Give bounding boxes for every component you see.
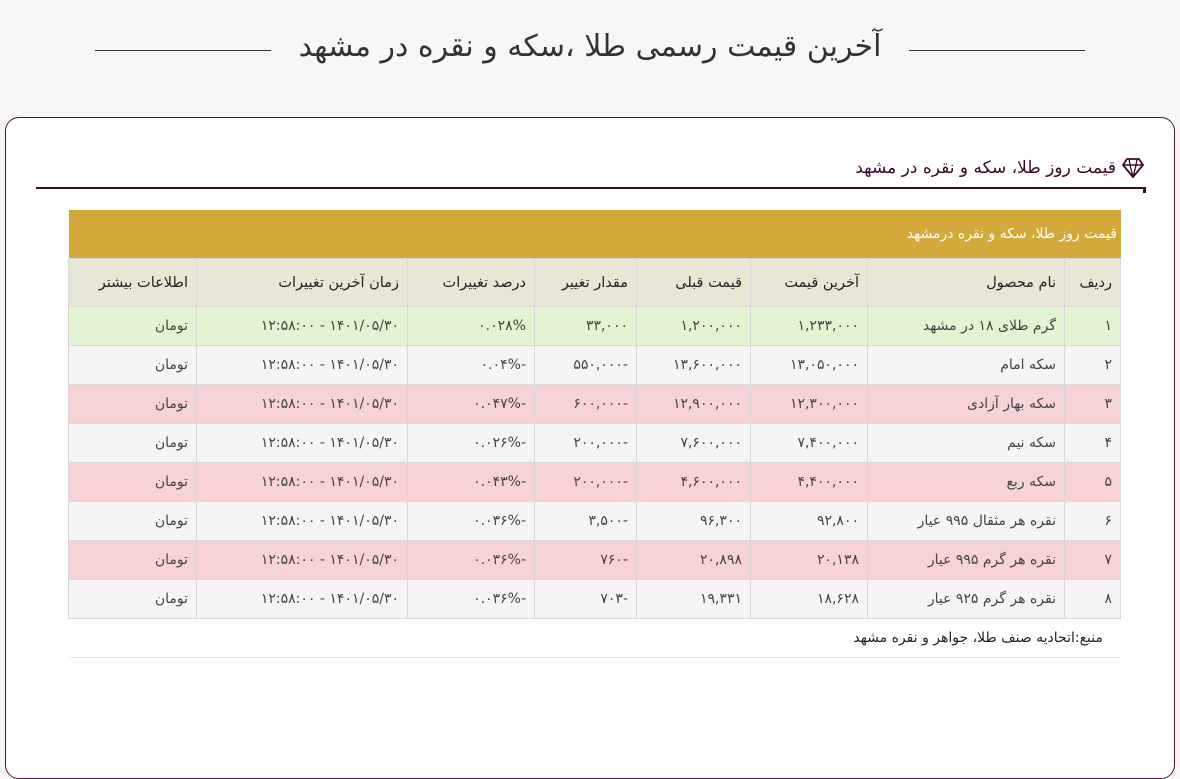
cell-change-amount: -۶۰۰,۰۰۰ bbox=[534, 384, 637, 424]
header-row: ردیف نام محصول آخرین قیمت قیمت قبلی مقدا… bbox=[68, 258, 1121, 307]
cell-change-amount: -۲۰۰,۰۰۰ bbox=[534, 423, 637, 463]
cell-last-price: ۴,۴۰۰,۰۰۰ bbox=[750, 462, 868, 502]
cell-product-name: نقره هر گرم ۹۹۵ عیار bbox=[867, 540, 1065, 580]
header-more-info: اطلاعات بیشتر bbox=[68, 258, 197, 307]
table-caption: قیمت روز طلا، سکه و نقره درمشهد bbox=[69, 210, 1121, 258]
cell-last-price: ۹۲,۸۰۰ bbox=[750, 501, 868, 541]
cell-more-info: تومان bbox=[68, 540, 197, 580]
cell-more-info: تومان bbox=[68, 462, 197, 502]
cell-last-update-time: ۱۴۰۱/۰۵/۳۰ - ۱۲:۵۸:۰۰ bbox=[196, 462, 408, 502]
cell-last-update-time: ۱۴۰۱/۰۵/۳۰ - ۱۲:۵۸:۰۰ bbox=[196, 423, 408, 463]
cell-row-number: ۶ bbox=[1064, 501, 1121, 541]
cell-product-name: نقره هر مثقال ۹۹۵ عیار bbox=[867, 501, 1065, 541]
cell-more-info: تومان bbox=[68, 423, 197, 463]
cell-last-price: ۲۰,۱۳۸ bbox=[750, 540, 868, 580]
cell-row-number: ۴ bbox=[1064, 423, 1121, 463]
page-header: آخرین قیمت رسمی طلا ،سکه و نقره در مشهد bbox=[0, 0, 1180, 100]
cell-previous-price: ۷,۶۰۰,۰۰۰ bbox=[636, 423, 751, 463]
table-row: ۴ سکه نیم ۷,۴۰۰,۰۰۰ ۷,۶۰۰,۰۰۰ -۲۰۰,۰۰۰ -۰.۰۲۶… bbox=[68, 423, 1121, 463]
header-change-percent: درصد تغییرات bbox=[407, 258, 535, 307]
cell-more-info: تومان bbox=[68, 501, 197, 541]
cell-change-amount: -۲۰۰,۰۰۰ bbox=[534, 462, 637, 502]
cell-change-amount: -۷۶۰ bbox=[534, 540, 637, 580]
cell-change-percent: ۰.۰۲۸% bbox=[407, 306, 535, 346]
cell-previous-price: ۱۲,۹۰۰,۰۰۰ bbox=[636, 384, 751, 424]
cell-last-update-time: ۱۴۰۱/۰۵/۳۰ - ۱۲:۵۸:۰۰ bbox=[196, 345, 408, 385]
cell-previous-price: ۱۹,۳۳۱ bbox=[636, 579, 751, 619]
title-line-right bbox=[909, 49, 1086, 51]
table-row: ۵ سکه ربع ۴,۴۰۰,۰۰۰ ۴,۶۰۰,۰۰۰ -۲۰۰,۰۰۰ -۰.۰۴۳… bbox=[68, 462, 1121, 502]
price-table-wrap: قیمت روز طلا، سکه و نقره درمشهد ردیف نام… bbox=[68, 210, 1121, 658]
page-title: آخرین قیمت رسمی طلا ،سکه و نقره در مشهد bbox=[298, 28, 882, 64]
header-row-number: ردیف bbox=[1064, 258, 1121, 307]
cell-product-name: سکه بهار آزادی bbox=[867, 384, 1065, 424]
cell-row-number: ۵ bbox=[1064, 462, 1121, 502]
card-header: قیمت روز طلا، سکه و نقره در مشهد bbox=[36, 146, 1144, 190]
header-last-update-time: زمان آخرین تغییرات bbox=[196, 258, 408, 307]
cell-row-number: ۲ bbox=[1064, 345, 1121, 385]
cell-change-amount: -۷۰۳ bbox=[534, 579, 637, 619]
table-row: ۶ نقره هر مثقال ۹۹۵ عیار ۹۲,۸۰۰ ۹۶,۳۰۰ -۳,۵۰… bbox=[68, 501, 1121, 541]
cell-change-percent: -۰.۰۳۶% bbox=[407, 579, 535, 619]
card-title: قیمت روز طلا، سکه و نقره در مشهد bbox=[855, 158, 1116, 178]
cell-change-amount: -۳,۵۰۰ bbox=[534, 501, 637, 541]
cell-last-update-time: ۱۴۰۱/۰۵/۳۰ - ۱۲:۵۸:۰۰ bbox=[196, 501, 408, 541]
table-row: ۱ گرم طلای ۱۸ در مشهد ۱,۲۳۳,۰۰۰ ۱,۲۰۰,۰۰۰ ۳۳… bbox=[68, 306, 1121, 346]
price-table: ردیف نام محصول آخرین قیمت قیمت قبلی مقدا… bbox=[68, 258, 1121, 619]
cell-last-update-time: ۱۴۰۱/۰۵/۳۰ - ۱۲:۵۸:۰۰ bbox=[196, 540, 408, 580]
cell-row-number: ۷ bbox=[1064, 540, 1121, 580]
cell-previous-price: ۱,۲۰۰,۰۰۰ bbox=[636, 306, 751, 346]
cell-last-price: ۱۳,۰۵۰,۰۰۰ bbox=[750, 345, 868, 385]
cell-change-amount: -۵۵۰,۰۰۰ bbox=[534, 345, 637, 385]
table-row: ۲ سکه امام ۱۳,۰۵۰,۰۰۰ ۱۳,۶۰۰,۰۰۰ -۵۵۰,۰۰۰ -۰.… bbox=[68, 345, 1121, 385]
diamond-icon bbox=[1122, 158, 1144, 178]
cell-last-update-time: ۱۴۰۱/۰۵/۳۰ - ۱۲:۵۸:۰۰ bbox=[196, 384, 408, 424]
card-divider bbox=[36, 187, 1146, 193]
header-last-price: آخرین قیمت bbox=[750, 258, 868, 307]
table-row: ۸ نقره هر گرم ۹۲۵ عیار ۱۸,۶۲۸ ۱۹,۳۳۱ -۷۰۳ -۰.… bbox=[68, 579, 1121, 619]
header-change-amount: مقدار تغییر bbox=[534, 258, 637, 307]
cell-more-info: تومان bbox=[68, 306, 197, 346]
cell-last-price: ۱,۲۳۳,۰۰۰ bbox=[750, 306, 868, 346]
price-card: قیمت روز طلا، سکه و نقره در مشهد قیمت رو… bbox=[5, 117, 1175, 779]
cell-more-info: تومان bbox=[68, 384, 197, 424]
cell-change-percent: -۰.۰۴% bbox=[407, 345, 535, 385]
cell-row-number: ۸ bbox=[1064, 579, 1121, 619]
cell-previous-price: ۴,۶۰۰,۰۰۰ bbox=[636, 462, 751, 502]
cell-product-name: سکه ربع bbox=[867, 462, 1065, 502]
cell-change-amount: ۳۳,۰۰۰ bbox=[534, 306, 637, 346]
cell-change-percent: -۰.۰۴۳% bbox=[407, 462, 535, 502]
source-note: منبع:اتحادیه صنف طلا، جواهر و نقره مشهد bbox=[69, 619, 1121, 658]
cell-row-number: ۱ bbox=[1064, 306, 1121, 346]
header-previous-price: قیمت قبلی bbox=[636, 258, 751, 307]
cell-product-name: سکه امام bbox=[867, 345, 1065, 385]
cell-more-info: تومان bbox=[68, 579, 197, 619]
cell-last-price: ۷,۴۰۰,۰۰۰ bbox=[750, 423, 868, 463]
cell-last-price: ۱۸,۶۲۸ bbox=[750, 579, 868, 619]
table-row: ۷ نقره هر گرم ۹۹۵ عیار ۲۰,۱۳۸ ۲۰,۸۹۸ -۷۶۰ -۰.… bbox=[68, 540, 1121, 580]
cell-product-name: گرم طلای ۱۸ در مشهد bbox=[867, 306, 1065, 346]
cell-change-percent: -۰.۰۳۶% bbox=[407, 540, 535, 580]
table-row: ۳ سکه بهار آزادی ۱۲,۳۰۰,۰۰۰ ۱۲,۹۰۰,۰۰۰ -۶۰۰,… bbox=[68, 384, 1121, 424]
title-line-left bbox=[94, 49, 271, 51]
cell-change-percent: -۰.۰۴۷% bbox=[407, 384, 535, 424]
cell-change-percent: -۰.۰۲۶% bbox=[407, 423, 535, 463]
cell-more-info: تومان bbox=[68, 345, 197, 385]
cell-product-name: نقره هر گرم ۹۲۵ عیار bbox=[867, 579, 1065, 619]
cell-last-update-time: ۱۴۰۱/۰۵/۳۰ - ۱۲:۵۸:۰۰ bbox=[196, 579, 408, 619]
cell-change-percent: -۰.۰۳۶% bbox=[407, 501, 535, 541]
cell-product-name: سکه نیم bbox=[867, 423, 1065, 463]
cell-last-update-time: ۱۴۰۱/۰۵/۳۰ - ۱۲:۵۸:۰۰ bbox=[196, 306, 408, 346]
cell-row-number: ۳ bbox=[1064, 384, 1121, 424]
cell-previous-price: ۲۰,۸۹۸ bbox=[636, 540, 751, 580]
cell-previous-price: ۱۳,۶۰۰,۰۰۰ bbox=[636, 345, 751, 385]
cell-last-price: ۱۲,۳۰۰,۰۰۰ bbox=[750, 384, 868, 424]
cell-previous-price: ۹۶,۳۰۰ bbox=[636, 501, 751, 541]
header-product-name: نام محصول bbox=[867, 258, 1065, 307]
